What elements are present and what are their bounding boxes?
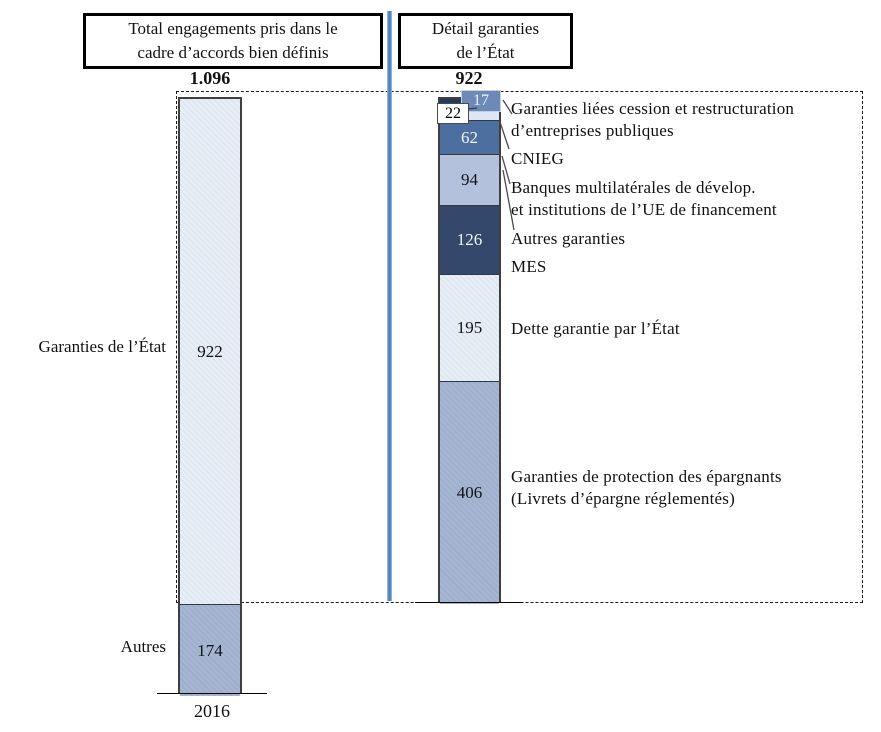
value-chip-22: 22 bbox=[437, 103, 469, 124]
segment-value: 406 bbox=[456, 483, 483, 502]
panel-divider-line bbox=[387, 11, 392, 601]
value-chip-17: 17 bbox=[461, 90, 501, 112]
right-bar-baseline bbox=[415, 602, 523, 603]
segment-banques-multilaterales: 62 bbox=[440, 120, 499, 154]
segment-value: 126 bbox=[456, 230, 483, 249]
segment-autres: 174 bbox=[180, 604, 240, 696]
segment-value: 195 bbox=[456, 318, 483, 337]
left-x-axis bbox=[157, 693, 267, 694]
segment-protection-epargnants: 406 bbox=[440, 381, 499, 604]
segment-value: 94 bbox=[461, 170, 478, 189]
segment-value: 174 bbox=[197, 640, 223, 660]
right-bar-total: 922 bbox=[455, 68, 483, 88]
legend-banques-multilaterales: Banques multilatérales de dévelop. et in… bbox=[511, 178, 777, 219]
segment-autres-garanties: 94 bbox=[440, 154, 499, 205]
x-axis-year-label: 2016 bbox=[194, 701, 230, 721]
label-autres: Autres bbox=[120, 637, 166, 656]
segment-garanties-etat: 922 bbox=[180, 99, 240, 604]
legend-protection-epargnants: Garanties de protection des épargnants (… bbox=[511, 467, 782, 508]
left-bar-total: 1.096 bbox=[189, 68, 231, 88]
legend-cnieg: CNIEG bbox=[511, 149, 564, 168]
segment-value: 922 bbox=[197, 341, 223, 361]
total-engagements-bar: 922 174 bbox=[178, 97, 242, 696]
left-panel-title: Total engagements pris dans le cadre d’a… bbox=[83, 13, 383, 69]
right-panel-title: Détail garanties de l’État bbox=[398, 13, 573, 69]
segment-dette-garantie: 195 bbox=[440, 274, 499, 381]
legend-mes: MES bbox=[511, 257, 547, 276]
legend-cession-restructuration: Garanties liées cession et restructurati… bbox=[511, 99, 795, 140]
segment-value: 62 bbox=[461, 127, 478, 147]
legend-dette-garantie: Dette garantie par l’État bbox=[511, 319, 680, 338]
detail-garanties-bar: 62 94 126 195 406 bbox=[438, 97, 501, 604]
legend-autres-garanties: Autres garanties bbox=[511, 229, 626, 248]
segment-mes: 126 bbox=[440, 205, 499, 274]
label-garanties-etat: Garanties de l’État bbox=[38, 337, 166, 356]
